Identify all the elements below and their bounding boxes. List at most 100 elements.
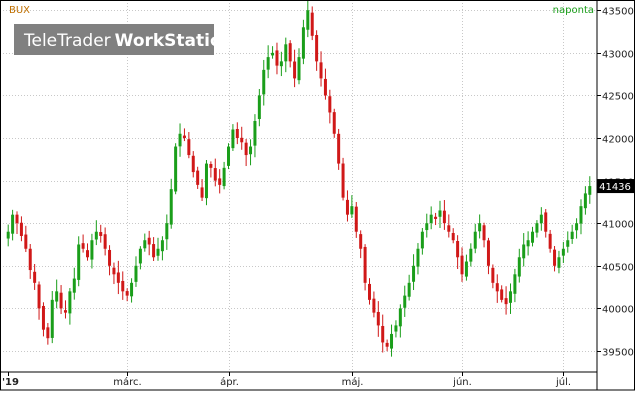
x-tick-label: júl.: [555, 376, 571, 388]
candle-down: [495, 283, 499, 292]
candle-up: [160, 240, 164, 252]
candle-down: [482, 225, 486, 241]
candle-up: [394, 325, 398, 332]
candle-up: [169, 189, 173, 225]
y-tick-label: 39500: [602, 348, 634, 359]
candle-down: [359, 234, 363, 249]
candle-up: [227, 146, 231, 166]
candle-down: [323, 78, 327, 96]
candle-up: [473, 231, 477, 249]
candle-up: [398, 308, 402, 327]
candle-up: [570, 231, 574, 240]
candle-down: [121, 280, 125, 292]
candle-down: [99, 232, 103, 236]
candle-down: [187, 139, 191, 156]
candle-up: [77, 244, 81, 280]
candle-up: [253, 120, 257, 146]
candle-down: [504, 298, 508, 305]
candle-down: [310, 12, 314, 36]
candle-up: [262, 69, 266, 95]
footer: [0, 390, 635, 408]
candle-down: [112, 267, 116, 275]
candle-down: [367, 283, 371, 300]
candle-up: [579, 206, 583, 224]
x-tick-label: '19: [2, 377, 19, 388]
candle-up: [90, 240, 94, 260]
candle-up: [68, 291, 72, 314]
candle-down: [548, 233, 552, 249]
candle-up: [156, 248, 160, 256]
candle-up: [301, 27, 305, 59]
x-tick-label: ápr.: [220, 376, 239, 388]
candle-up: [271, 52, 275, 56]
candle-down: [28, 248, 32, 271]
candle-down: [372, 298, 376, 313]
candle-down: [103, 234, 107, 249]
candle-down: [434, 216, 438, 219]
candle-up: [425, 223, 429, 231]
candle-up: [134, 265, 138, 282]
x-tick-label: jún.: [452, 376, 472, 388]
last-price-badge: 41436: [597, 179, 634, 194]
candle-up: [539, 214, 543, 224]
candle-up: [350, 206, 354, 215]
candle-up: [416, 248, 420, 267]
candle-up: [438, 210, 442, 217]
period-label[interactable]: naponta: [553, 5, 594, 16]
candle-up: [420, 231, 424, 249]
candle-down: [460, 255, 464, 275]
candle-down: [553, 249, 557, 266]
candle-down: [81, 243, 85, 249]
candle-down: [244, 142, 248, 156]
y-tick-label: 43500: [602, 7, 634, 18]
candle-up: [403, 295, 407, 308]
candle-down: [196, 170, 200, 185]
candle-up: [508, 291, 512, 303]
candles: [6, 0, 592, 357]
candle-up: [6, 231, 10, 239]
candle-up: [266, 57, 270, 70]
candle-up: [297, 57, 301, 81]
watermark-product: WorkStation: [115, 31, 234, 51]
candle-up: [478, 223, 482, 232]
watermark-text: TeleTrader WorkStation: [23, 31, 234, 51]
candle-down: [218, 178, 222, 185]
candle-down: [328, 96, 332, 113]
candle-down: [209, 164, 213, 168]
candle-up: [306, 10, 310, 30]
candle-down: [63, 310, 67, 313]
candle-down: [200, 187, 204, 198]
candle-down: [125, 291, 129, 296]
candle-up: [138, 248, 142, 264]
y-tick-label: 40500: [602, 263, 634, 274]
candle-up: [204, 163, 208, 199]
candle-down: [500, 289, 504, 300]
candle-down: [442, 210, 446, 224]
candle-up: [11, 214, 15, 234]
candle-down: [354, 206, 358, 232]
candle-down: [376, 311, 380, 326]
candle-down: [319, 62, 323, 79]
candle-down: [15, 214, 19, 224]
candle-up: [583, 193, 587, 209]
candle-up: [390, 333, 394, 349]
candle-down: [59, 292, 63, 309]
candle-up: [464, 261, 468, 277]
candle-down: [293, 61, 297, 79]
candle-down: [447, 225, 451, 232]
candle-down: [46, 327, 50, 339]
candle-up: [72, 278, 76, 293]
candle-up: [469, 248, 473, 262]
candle-up: [531, 231, 535, 243]
x-tick-label: máj.: [342, 376, 364, 388]
candle-up: [130, 282, 134, 297]
candle-down: [345, 199, 349, 215]
candle-up: [178, 133, 182, 147]
candle-down: [41, 305, 45, 330]
candle-up: [575, 223, 579, 231]
candle-up: [513, 274, 517, 294]
candle-down: [491, 267, 495, 283]
candle-up: [588, 186, 592, 195]
